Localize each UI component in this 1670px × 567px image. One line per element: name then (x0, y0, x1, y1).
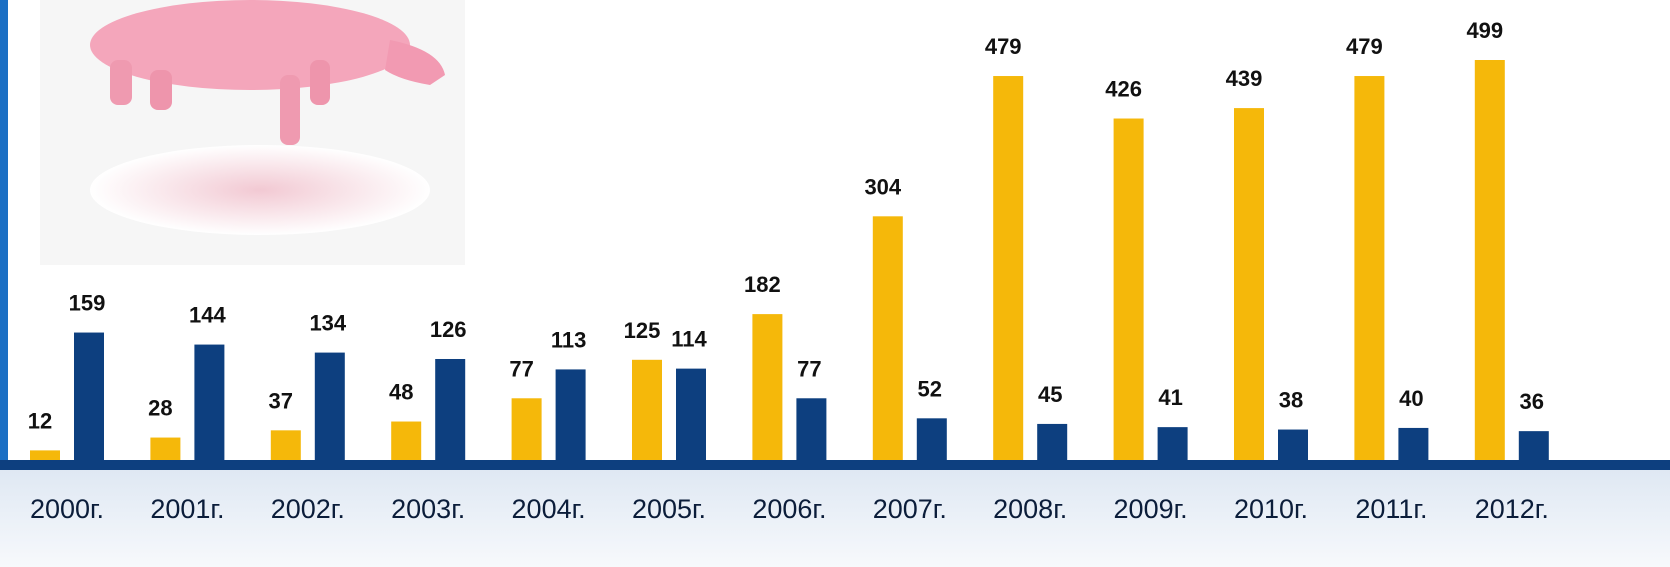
bar (1234, 108, 1264, 460)
value-label: 12 (28, 408, 52, 433)
pig-picture (40, 0, 465, 265)
value-label: 134 (309, 311, 346, 336)
bar (555, 369, 586, 460)
bar (1157, 427, 1188, 460)
x-tick-label: 2008г. (993, 494, 1067, 524)
x-tick-label: 2004г. (512, 494, 586, 524)
bar (752, 314, 783, 460)
left-stripe (0, 0, 8, 470)
value-label: 479 (985, 34, 1022, 59)
value-label: 48 (389, 380, 413, 405)
category-band (0, 470, 1670, 567)
x-tick-label: 2010г. (1234, 494, 1308, 524)
bar (1113, 118, 1144, 461)
value-label: 182 (744, 272, 781, 297)
value-label: 77 (797, 356, 821, 381)
x-tick-label: 2001г. (150, 494, 224, 524)
bar (632, 359, 662, 460)
bar (435, 358, 466, 460)
bar (194, 344, 225, 460)
bar (1037, 423, 1068, 460)
value-label: 113 (551, 327, 587, 352)
value-label: 159 (69, 291, 106, 316)
value-label: 40 (1399, 386, 1423, 411)
value-label: 499 (1466, 18, 1503, 43)
bar (1398, 427, 1429, 460)
value-label: 37 (269, 388, 293, 413)
bar (270, 430, 301, 460)
value-label: 144 (189, 303, 226, 328)
x-tick-label: 2011г. (1355, 494, 1427, 524)
value-label: 126 (430, 317, 467, 342)
bar (314, 352, 345, 460)
bar (1278, 429, 1308, 460)
value-label: 41 (1158, 385, 1182, 410)
bar (74, 332, 104, 460)
x-tick-label: 2006г. (752, 494, 826, 524)
bar (150, 437, 181, 460)
bar (391, 421, 422, 460)
x-tick-label: 2003г. (391, 494, 465, 524)
bar (1518, 431, 1549, 460)
x-tick-label: 2005г. (632, 494, 706, 524)
baseline-band (0, 460, 1670, 470)
value-label: 304 (864, 174, 901, 199)
bar (676, 368, 706, 460)
value-label: 125 (624, 318, 661, 343)
bar (1474, 60, 1505, 460)
x-tick-label: 2002г. (271, 494, 345, 524)
value-label: 114 (671, 327, 707, 352)
bar (511, 398, 542, 460)
value-label: 45 (1038, 382, 1062, 407)
bar (872, 216, 903, 460)
value-label: 38 (1279, 388, 1303, 413)
bar (916, 418, 947, 460)
value-label: 439 (1226, 66, 1263, 91)
bar (993, 76, 1024, 460)
bar (796, 398, 827, 460)
bar (1354, 76, 1385, 460)
bar (30, 450, 60, 460)
value-label: 28 (148, 396, 172, 421)
value-label: 479 (1346, 34, 1383, 59)
value-label: 77 (509, 356, 533, 381)
value-label: 426 (1105, 77, 1142, 102)
value-label: 52 (918, 376, 942, 401)
x-tick-label: 2009г. (1114, 494, 1188, 524)
x-tick-label: 2007г. (873, 494, 947, 524)
value-label: 36 (1520, 389, 1544, 414)
x-tick-label: 2000г. (30, 494, 104, 524)
x-tick-label: 2012г. (1475, 494, 1549, 524)
